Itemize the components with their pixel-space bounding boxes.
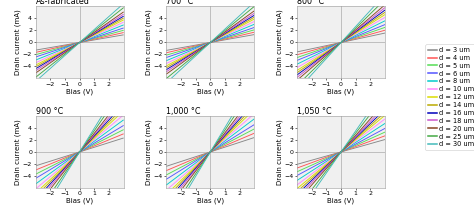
X-axis label: Bias (V): Bias (V) <box>197 198 224 204</box>
Y-axis label: Drain current (mA): Drain current (mA) <box>146 10 152 75</box>
Text: 900 °C: 900 °C <box>36 107 63 116</box>
Text: 800 °C: 800 °C <box>297 0 324 6</box>
Text: 1,000 °C: 1,000 °C <box>166 107 201 116</box>
X-axis label: Bias (V): Bias (V) <box>328 88 355 95</box>
Legend: d = 3 um, d = 4 um, d = 5 um, d = 6 um, d = 8 um, d = 10 um, d = 12 um, d = 14 u: d = 3 um, d = 4 um, d = 5 um, d = 6 um, … <box>426 44 474 150</box>
X-axis label: Bias (V): Bias (V) <box>66 88 93 95</box>
Y-axis label: Drain current (mA): Drain current (mA) <box>276 119 283 185</box>
Text: 700 °C: 700 °C <box>166 0 193 6</box>
Y-axis label: Drain current (mA): Drain current (mA) <box>146 119 152 185</box>
Y-axis label: Drain current (mA): Drain current (mA) <box>15 10 21 75</box>
X-axis label: Bias (V): Bias (V) <box>328 198 355 204</box>
Y-axis label: Drain current (mA): Drain current (mA) <box>276 10 283 75</box>
X-axis label: Bias (V): Bias (V) <box>66 198 93 204</box>
Y-axis label: Drain current (mA): Drain current (mA) <box>15 119 21 185</box>
Text: 1,050 °C: 1,050 °C <box>297 107 332 116</box>
Text: As-fabricated: As-fabricated <box>36 0 90 6</box>
X-axis label: Bias (V): Bias (V) <box>197 88 224 95</box>
